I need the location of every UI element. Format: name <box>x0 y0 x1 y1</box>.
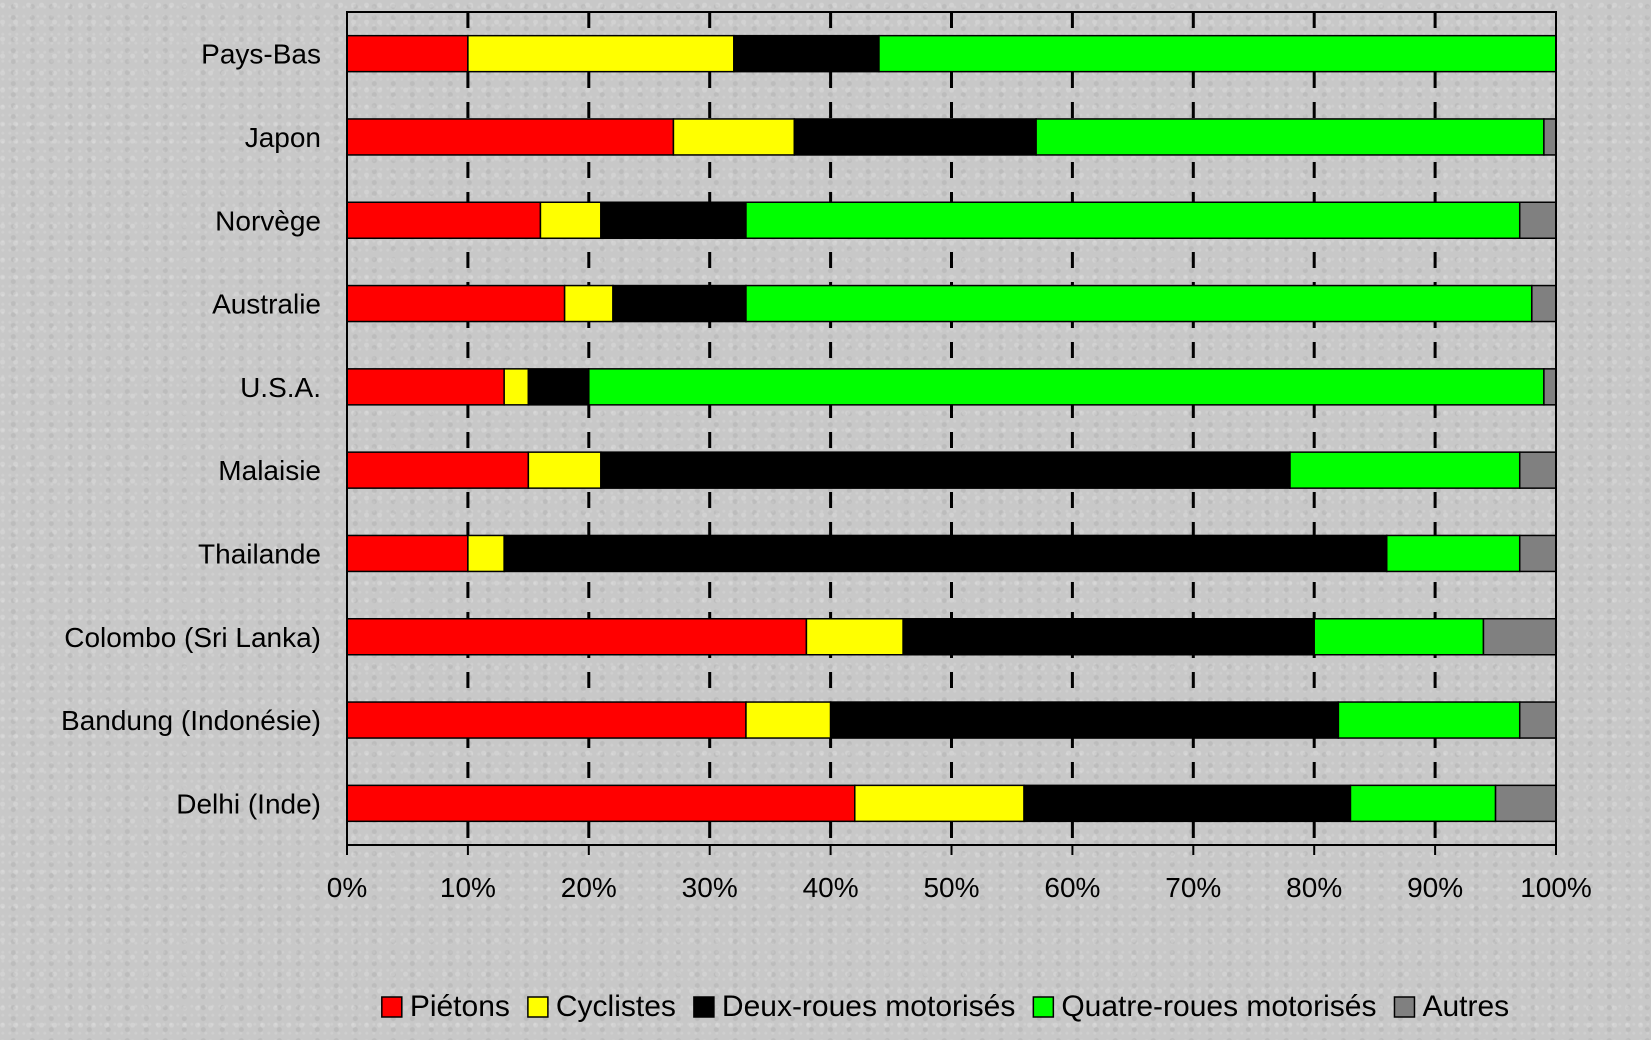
category-label: Bandung (Indonésie) <box>61 705 321 736</box>
bar-segment-quatre-roues-motorises <box>1035 118 1545 156</box>
legend-item-autres: Autres <box>1393 990 1509 1023</box>
bar-segment-deux-roues-motorises <box>793 118 1037 156</box>
bar-segment-deux-roues-motorises <box>612 284 747 323</box>
category-label: Malaisie <box>218 455 321 486</box>
legend-item-quatre-roues-motorises: Quatre-roues motorisés <box>1032 990 1376 1023</box>
x-tick-label: 100% <box>1520 872 1592 903</box>
category-label: Delhi (Inde) <box>176 788 321 819</box>
bar-segment-deux-roues-motorises <box>600 451 1291 489</box>
bar-segment-pietons <box>346 451 530 489</box>
category-label: Colombo (Sri Lanka) <box>64 622 321 653</box>
bar-segment-deux-roues-motorises <box>1023 784 1352 823</box>
legend: Piétons Cyclistes Deux-roues motorisés Quat… <box>381 990 1509 1023</box>
legend-swatch <box>693 996 715 1018</box>
category-label: Norvège <box>215 205 321 236</box>
bar-segment-pietons <box>346 618 808 656</box>
legend-label: Autres <box>1422 990 1509 1023</box>
bar-segment-pietons <box>346 118 675 156</box>
bar-segment-quatre-roues-motorises <box>1313 618 1485 656</box>
legend-label: Piétons <box>410 990 510 1023</box>
bar-segment-cyclistes <box>539 201 602 239</box>
legend-label: Deux-roues motorisés <box>722 990 1015 1023</box>
x-tick-label: 90% <box>1407 872 1463 903</box>
category-label: Thailande <box>198 538 321 569</box>
bar-segment-autres <box>1543 368 1557 406</box>
bar-segment-autres <box>1518 701 1557 739</box>
x-tick-label: 60% <box>1044 872 1100 903</box>
bar-segment-cyclistes <box>854 784 1025 823</box>
bar-segment-quatre-roues-motorises <box>745 201 1521 239</box>
x-tick-label: 80% <box>1286 872 1342 903</box>
bar-segment-cyclistes <box>745 701 832 739</box>
category-label: Pays-Bas <box>201 39 321 70</box>
bar-segment-pietons <box>346 284 566 323</box>
bar-segment-autres <box>1518 534 1557 573</box>
legend-swatch <box>1032 996 1055 1018</box>
bar-segment-quatre-roues-motorises <box>1289 451 1521 489</box>
category-label: U.S.A. <box>240 372 321 403</box>
x-tick-label: 40% <box>803 872 859 903</box>
bar-segment-quatre-roues-motorises <box>745 284 1533 323</box>
bar-segment-cyclistes <box>805 618 904 656</box>
bar-segment-autres <box>1531 284 1557 323</box>
category-label: Australie <box>212 289 321 320</box>
bar-segment-cyclistes <box>527 451 602 489</box>
legend-swatch <box>1393 996 1416 1018</box>
bar-segment-quatre-roues-motorises <box>1337 701 1521 739</box>
bar-segment-pietons <box>346 701 747 739</box>
x-tick-labels: 0% 10% 20% 30% 40% 50% 60% 70% 80% 90% 100% <box>327 872 1592 903</box>
bar-segment-quatre-roues-motorises <box>878 34 1557 73</box>
bar-segment-autres <box>1518 201 1557 239</box>
bar-segment-cyclistes <box>467 34 735 73</box>
legend-item-cyclistes: Cyclistes <box>527 990 676 1023</box>
legend-swatch <box>381 996 403 1018</box>
bar-segment-deux-roues-motorises <box>600 201 747 239</box>
bar-segment-cyclistes <box>672 118 796 156</box>
legend-label: Cyclistes <box>556 990 676 1023</box>
legend-swatch <box>527 996 549 1018</box>
bar-segment-pietons <box>346 784 856 823</box>
x-tick-label: 20% <box>561 872 617 903</box>
x-tick-label: 30% <box>682 872 738 903</box>
legend-label: Quatre-roues motorisés <box>1061 990 1376 1023</box>
bar-segment-autres <box>1482 618 1557 656</box>
x-tick-label: 10% <box>440 872 496 903</box>
category-label: Japon <box>245 122 321 153</box>
bar-segment-deux-roues-motorises <box>829 701 1340 739</box>
bar-segment-pietons <box>346 534 469 573</box>
axes <box>346 11 1557 855</box>
bar-segment-pietons <box>346 201 542 239</box>
x-tick-label: 70% <box>1165 872 1221 903</box>
bar-segment-quatre-roues-motorises <box>1385 534 1521 573</box>
bar-segment-pietons <box>346 34 469 73</box>
bar-segment-cyclistes <box>563 284 614 323</box>
bar-segment-autres <box>1543 118 1557 156</box>
bar-segment-cyclistes <box>467 534 505 573</box>
bars <box>346 34 1557 823</box>
bar-segment-autres <box>1518 451 1557 489</box>
bar-segment-deux-roues-motorises <box>527 368 590 406</box>
x-tick-label: 0% <box>327 872 367 903</box>
bar-segment-autres <box>1494 784 1557 823</box>
x-tick-label: 50% <box>923 872 979 903</box>
bar-segment-pietons <box>346 368 505 406</box>
bar-segment-quatre-roues-motorises <box>1349 784 1497 823</box>
category-labels: Pays-Bas Japon Norvège Australie U.S.A. Malai… <box>61 39 321 820</box>
bar-segment-deux-roues-motorises <box>503 534 1388 573</box>
bar-segment-cyclistes <box>503 368 530 406</box>
bar-segment-deux-roues-motorises <box>733 34 880 73</box>
bar-segment-quatre-roues-motorises <box>588 368 1545 406</box>
legend-item-deux-roues-motorises: Deux-roues motorisés <box>693 990 1015 1023</box>
bar-segment-deux-roues-motorises <box>902 618 1315 656</box>
legend-item-pietons: Piétons <box>381 990 510 1023</box>
